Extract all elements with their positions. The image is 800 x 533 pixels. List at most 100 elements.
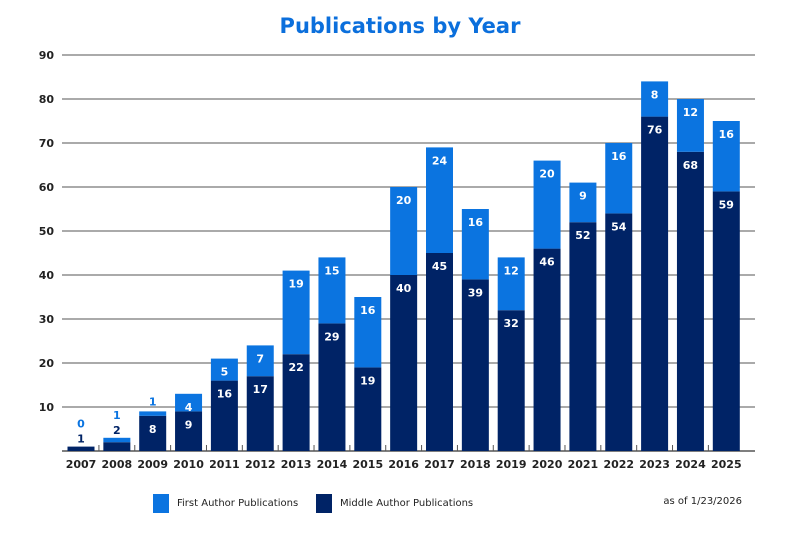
x-tick-label: 2025	[711, 458, 742, 471]
data-label-middle: 39	[468, 286, 483, 299]
data-label-first: 16	[719, 128, 735, 141]
data-label-first: 5	[221, 366, 229, 379]
x-tick-label: 2019	[496, 458, 527, 471]
data-label-first: 16	[611, 150, 627, 163]
x-tick-label: 2010	[173, 458, 204, 471]
y-tick-label: 40	[39, 269, 55, 282]
bar-first-author	[461, 209, 489, 280]
x-tick-label: 2014	[317, 458, 348, 471]
bar-middle-author	[497, 310, 525, 451]
bar-middle-author	[461, 279, 489, 451]
bar-first-author	[210, 358, 238, 381]
bar-first-author	[712, 121, 740, 192]
bar-first-author	[103, 437, 131, 443]
legend-label-middle: Middle Author Publications	[340, 498, 474, 509]
x-tick-label: 2015	[352, 458, 383, 471]
bar-middle-author	[246, 376, 274, 451]
y-tick-label: 60	[39, 181, 55, 194]
x-tick-label: 2018	[460, 458, 491, 471]
x-tick-label: 2007	[66, 458, 97, 471]
legend-item-middle-author: Middle Author Publications	[316, 494, 473, 513]
data-label-middle: 59	[719, 198, 734, 211]
data-label-first: 15	[324, 264, 339, 277]
data-label-middle: 22	[288, 361, 303, 374]
y-tick-label: 50	[39, 225, 55, 238]
data-label-first: 8	[651, 88, 659, 101]
data-label-middle: 46	[539, 256, 555, 269]
data-label-middle: 1	[77, 433, 85, 446]
bar-middle-author	[354, 367, 382, 451]
x-tick-label: 2011	[209, 458, 240, 471]
data-label-middle: 17	[253, 383, 268, 396]
x-tick-label: 2008	[102, 458, 133, 471]
y-tick-label: 90	[39, 49, 55, 62]
bar-first-author	[282, 270, 310, 355]
data-label-first: 16	[360, 304, 376, 317]
data-label-middle: 2	[113, 424, 121, 437]
data-label-first: 12	[683, 106, 698, 119]
bar-first-author	[676, 99, 704, 152]
bar-middle-author	[605, 213, 633, 451]
data-label-first: 1	[113, 409, 121, 422]
y-tick-label: 30	[39, 313, 55, 326]
bar-first-author	[390, 187, 418, 275]
bar-middle-author	[676, 151, 704, 452]
x-tick-label: 2012	[245, 458, 276, 471]
data-label-first: 20	[396, 194, 412, 207]
bar-middle-author	[712, 191, 740, 451]
bar-first-author	[426, 147, 453, 253]
data-label-first: 24	[432, 154, 448, 167]
x-tick-label: 2016	[388, 458, 419, 471]
bar-first-author	[605, 143, 633, 214]
data-label-middle: 32	[504, 317, 519, 330]
x-tick-label: 2013	[281, 458, 312, 471]
bar-middle-author	[533, 248, 561, 451]
y-tick-label: 70	[39, 137, 55, 150]
y-tick-label: 80	[39, 93, 55, 106]
bar-middle-author	[641, 116, 669, 451]
legend-swatch-middle	[316, 494, 332, 513]
bar-first-author	[246, 345, 274, 377]
data-label-middle: 29	[324, 330, 339, 343]
y-tick-label: 20	[39, 357, 55, 370]
data-label-first: 1	[149, 395, 157, 408]
data-label-middle: 40	[396, 282, 412, 295]
bar-middle-author	[318, 323, 346, 451]
bar-first-author	[139, 411, 167, 416]
data-label-first: 19	[288, 278, 303, 291]
y-tick-label: 10	[39, 401, 55, 414]
data-label-first: 20	[539, 168, 555, 181]
x-tick-label: 2020	[532, 458, 563, 471]
data-label-middle: 68	[683, 159, 698, 172]
bar-first-author	[641, 81, 669, 117]
bar-first-author	[354, 297, 382, 368]
data-label-middle: 45	[432, 260, 447, 273]
data-label-middle: 9	[185, 418, 193, 431]
bar-first-author	[533, 160, 561, 249]
legend-item-first-author: First Author Publications	[153, 494, 298, 513]
bar-middle-author	[210, 380, 238, 451]
bar-first-author	[569, 182, 597, 223]
bar-middle-author	[282, 354, 310, 451]
x-tick-label: 2024	[675, 458, 706, 471]
data-label-middle: 52	[575, 229, 590, 242]
data-label-middle: 54	[611, 220, 627, 233]
x-tick-label: 2017	[424, 458, 455, 471]
legend-label-first: First Author Publications	[177, 498, 299, 509]
bar-first-author	[175, 393, 203, 412]
bar-first-author	[497, 257, 525, 311]
data-label-first: 12	[504, 264, 519, 277]
bar-middle-author	[103, 442, 131, 451]
data-label-first: 9	[579, 190, 587, 203]
data-label-first: 7	[256, 352, 264, 365]
x-tick-label: 2023	[639, 458, 670, 471]
data-label-middle: 16	[217, 388, 233, 401]
data-label-first: 0	[77, 418, 85, 431]
bar-middle-author	[175, 411, 203, 451]
chart-title: Publications by Year	[279, 14, 521, 38]
x-tick-label: 2021	[568, 458, 599, 471]
x-tick-label: 2022	[603, 458, 634, 471]
data-label-middle: 8	[149, 423, 157, 436]
